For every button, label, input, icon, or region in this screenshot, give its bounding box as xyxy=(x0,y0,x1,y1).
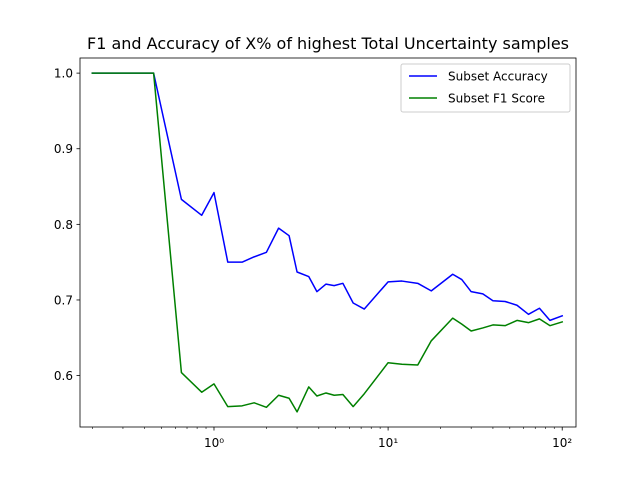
series-layer xyxy=(91,72,564,413)
y-tick-label-3: 0.9 xyxy=(54,142,73,156)
y-tick-label-2: 0.8 xyxy=(54,218,73,232)
legend-label-2: Subset F1 Score xyxy=(448,92,545,106)
x-tick-label-2: 10² xyxy=(552,436,572,450)
series-line-1 xyxy=(91,72,564,322)
axes-layer: 0.6 0.7 0.8 0.9 1.0 10⁰ 10¹ 10² xyxy=(54,57,577,450)
x-tick-label-1: 10¹ xyxy=(378,436,398,450)
series-line-2 xyxy=(91,72,564,413)
plot-frame xyxy=(79,57,577,428)
y-tick-label-1: 0.7 xyxy=(54,293,73,307)
y-tick-label-4: 1.0 xyxy=(54,67,73,81)
legend-label-1: Subset Accuracy xyxy=(448,70,548,84)
legend-box xyxy=(400,63,571,113)
x-tick-label-0: 10⁰ xyxy=(204,436,224,450)
y-tick-label-0: 0.6 xyxy=(54,369,73,383)
chart-title: F1 and Accuracy of X% of highest Total U… xyxy=(87,34,569,53)
legend: Subset Accuracy Subset F1 Score xyxy=(400,63,571,113)
